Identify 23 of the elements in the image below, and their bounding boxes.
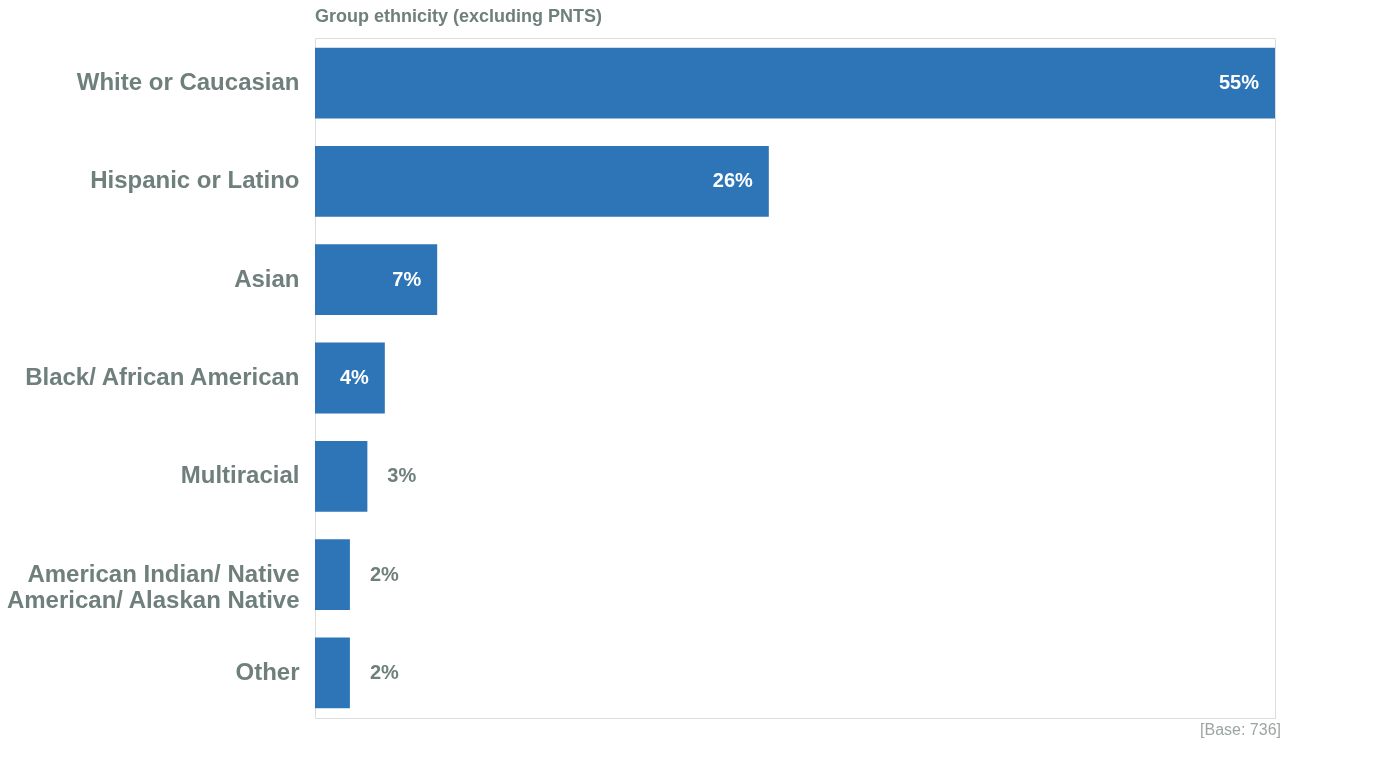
data-label: 3%	[387, 464, 417, 487]
data-label: 7%	[392, 267, 422, 290]
y-tick-label: Hispanic or Latino	[90, 166, 300, 194]
y-tick-label: American Indian/ Native American/ Alaskan Native	[6, 559, 300, 613]
y-tick-label: Multiracial	[180, 461, 300, 489]
data-label: 4%	[339, 366, 370, 388]
bar	[315, 342, 385, 414]
bar	[315, 146, 769, 217]
bar	[315, 47, 1275, 119]
bar	[315, 539, 350, 610]
text: [Base: 736]	[1200, 721, 1281, 738]
data-label: 55%	[1218, 71, 1260, 94]
y-tick-label: White or Caucasian	[76, 68, 300, 96]
y-tick-label: Asian	[234, 264, 300, 292]
data-label: 2%	[369, 660, 400, 683]
chart-title: Group ethnicity (excluding PNTS)	[315, 6, 603, 26]
bar	[315, 440, 368, 512]
y-tick-label: Other	[235, 657, 300, 685]
bar	[315, 637, 350, 709]
data-label: 2%	[369, 562, 400, 585]
bar	[315, 244, 438, 316]
y-tick-label: Black/ African American	[25, 363, 300, 390]
data-label: 26%	[712, 169, 754, 192]
